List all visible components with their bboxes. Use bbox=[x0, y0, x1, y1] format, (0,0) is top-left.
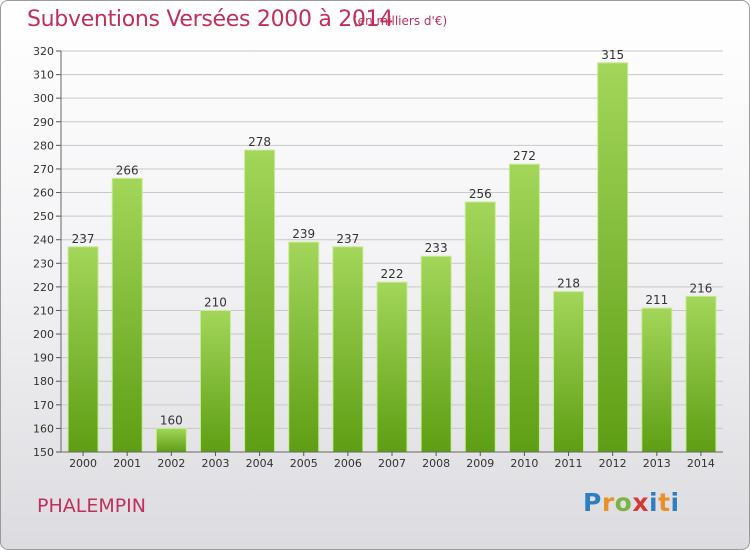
axes: 150 160 170 180 190 200 210 220 230 240 250 260 270 2… bbox=[33, 45, 723, 470]
bar-2014 bbox=[685, 295, 717, 453]
x-tick-label-2001: 2001 bbox=[113, 457, 141, 470]
x-tick-label-2013: 2013 bbox=[643, 457, 671, 470]
value-label-2002: 160 bbox=[160, 413, 183, 427]
y-tick-label: 260 bbox=[33, 187, 54, 200]
bar-2013 bbox=[641, 307, 673, 453]
y-tick-label: 270 bbox=[33, 163, 54, 176]
y-tick-label: 320 bbox=[33, 45, 54, 58]
value-label-2010: 272 bbox=[513, 149, 536, 163]
y-tick-label: 200 bbox=[33, 328, 54, 341]
value-label-2000: 237 bbox=[72, 232, 95, 246]
bar-2011 bbox=[553, 291, 585, 453]
bar-2002 bbox=[155, 427, 187, 453]
bar-2000 bbox=[67, 246, 99, 453]
y-tick-label: 220 bbox=[33, 281, 54, 294]
y-tick-label: 190 bbox=[33, 352, 54, 365]
x-tick-label-2010: 2010 bbox=[510, 457, 538, 470]
y-tick-label: 210 bbox=[33, 304, 54, 317]
value-label-2007: 222 bbox=[381, 267, 404, 281]
x-tick-label-2006: 2006 bbox=[334, 457, 362, 470]
value-label-2006: 237 bbox=[336, 232, 359, 246]
x-tick-label-2002: 2002 bbox=[157, 457, 185, 470]
y-tick-label: 170 bbox=[33, 399, 54, 412]
y-tick-label: 300 bbox=[33, 92, 54, 105]
value-label-2003: 210 bbox=[204, 295, 227, 309]
bar-2001 bbox=[111, 177, 143, 453]
x-tick-label-2008: 2008 bbox=[422, 457, 450, 470]
x-tick-label-2009: 2009 bbox=[466, 457, 494, 470]
bar-2012 bbox=[597, 62, 629, 453]
bar-2004 bbox=[244, 149, 276, 453]
y-tick-label: 290 bbox=[33, 116, 54, 129]
value-label-2011: 218 bbox=[557, 277, 580, 291]
value-label-2009: 256 bbox=[469, 187, 492, 201]
value-label-2004: 278 bbox=[248, 135, 271, 149]
bar-2010 bbox=[508, 163, 540, 453]
bar-2009 bbox=[464, 201, 496, 453]
value-labels: 237 266 160 210 278 239 237 222 233 256 272 218 315 2… bbox=[72, 48, 713, 428]
x-tick-label-2000: 2000 bbox=[69, 457, 97, 470]
commune-name: PHALEMPIN bbox=[37, 495, 146, 517]
bars bbox=[67, 62, 717, 453]
bar-2003 bbox=[199, 309, 231, 453]
bar-2007 bbox=[376, 281, 408, 453]
value-label-2013: 211 bbox=[645, 293, 668, 307]
chart-subtitle: (en milliers d'€) bbox=[353, 14, 448, 28]
y-tick-label: 240 bbox=[33, 234, 54, 247]
y-tick-label: 310 bbox=[33, 69, 54, 82]
x-tick-label-2004: 2004 bbox=[246, 457, 274, 470]
y-tick-label: 160 bbox=[33, 422, 54, 435]
bar-2008 bbox=[420, 255, 452, 453]
y-tick-label: 230 bbox=[33, 257, 54, 270]
x-tick-label-2011: 2011 bbox=[555, 457, 583, 470]
bar-2006 bbox=[332, 246, 364, 453]
proxiti-logo: Proxiti bbox=[583, 488, 680, 517]
value-label-2008: 233 bbox=[425, 241, 448, 255]
y-tick-label: 280 bbox=[33, 139, 54, 152]
x-tick-label-2005: 2005 bbox=[290, 457, 318, 470]
value-label-2012: 315 bbox=[601, 48, 624, 62]
chart-title: Subventions Versées 2000 à 2014 bbox=[27, 7, 394, 32]
y-tick-label: 180 bbox=[33, 375, 54, 388]
x-tick-label-2012: 2012 bbox=[599, 457, 627, 470]
x-tick-label-2014: 2014 bbox=[687, 457, 715, 470]
value-label-2014: 216 bbox=[689, 281, 712, 295]
y-tick-label: 250 bbox=[33, 210, 54, 223]
y-tick-label: 150 bbox=[33, 446, 54, 459]
value-label-2001: 266 bbox=[116, 163, 139, 177]
x-tick-label-2003: 2003 bbox=[201, 457, 229, 470]
x-tick-label-2007: 2007 bbox=[378, 457, 406, 470]
value-label-2005: 239 bbox=[292, 227, 315, 241]
bar-2005 bbox=[288, 241, 320, 453]
